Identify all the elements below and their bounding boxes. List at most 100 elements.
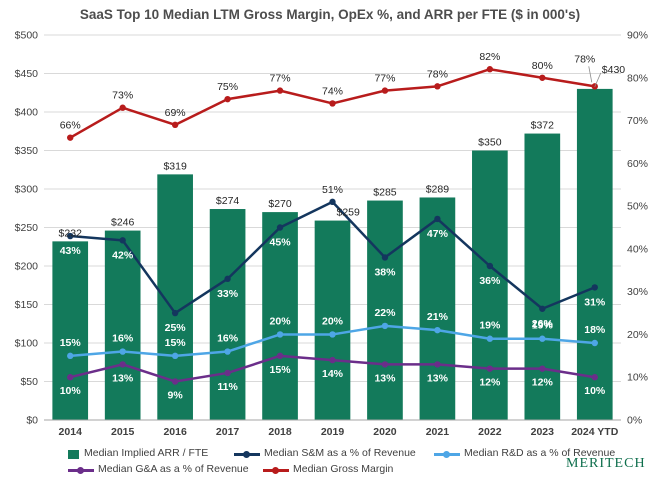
- point: [591, 284, 598, 291]
- gm-value-label: 78%: [574, 53, 595, 65]
- point: [329, 356, 336, 364]
- point: [381, 87, 389, 94]
- rd-value-label: 20%: [270, 315, 292, 327]
- ga-value-label: 13%: [374, 372, 396, 384]
- sm-value-label: 45%: [270, 237, 292, 249]
- sm-value-label: 42%: [112, 249, 134, 261]
- legend-marker-ga: [77, 467, 84, 474]
- point: [171, 352, 179, 360]
- legend-swatch-bar: [68, 450, 79, 459]
- bar-value-label: $232: [59, 227, 83, 239]
- meritech-logo: MERITECH: [566, 456, 646, 471]
- sm-value-label: 25%: [165, 322, 187, 334]
- rd-value-label: 20%: [322, 315, 344, 327]
- rd-value-label: 19%: [532, 320, 554, 332]
- point: [329, 331, 336, 338]
- ga-value-label: 9%: [168, 390, 184, 402]
- rd-value-label: 16%: [217, 333, 239, 345]
- point: [591, 339, 598, 347]
- bar: [524, 133, 561, 420]
- point: [224, 369, 231, 377]
- gm-value-label: 69%: [165, 107, 186, 119]
- legend-label-bar: Median Implied ARR / FTE: [84, 447, 209, 459]
- y-tick-label: $450: [15, 68, 39, 80]
- bar: [262, 212, 298, 420]
- bar: [472, 150, 508, 420]
- gm-value-label: 80%: [532, 60, 553, 72]
- line-series: [67, 66, 598, 385]
- y2-tick-label: 40%: [627, 243, 648, 255]
- sm-value-label: 43%: [60, 245, 82, 257]
- x-tick-label: 2021: [426, 426, 450, 438]
- ga-value-label: 12%: [479, 377, 501, 389]
- bar: [104, 230, 141, 420]
- legend-label-ga: Median G&A as a % of Revenue: [98, 463, 249, 475]
- y-tick-label: $150: [15, 299, 39, 311]
- point: [486, 66, 494, 73]
- sm-value-label: 33%: [217, 288, 239, 300]
- legend-label-gm: Median Gross Margin: [293, 463, 394, 475]
- sm-value-label: 51%: [322, 184, 343, 196]
- sm-value-label: 38%: [374, 266, 396, 278]
- x-tick-label: 2019: [321, 426, 345, 438]
- legend-label-rd: Median R&D as a % of Revenue: [464, 447, 616, 459]
- rd-value-label: 16%: [112, 333, 134, 345]
- x-tick-label: 2024 YTD: [571, 426, 619, 438]
- y2-tick-label: 50%: [627, 201, 648, 213]
- y2-tick-label: 10%: [627, 372, 648, 384]
- point: [67, 352, 74, 360]
- point: [119, 361, 126, 368]
- x-tick-label: 2022: [478, 426, 502, 438]
- y-tick-label: $0: [26, 415, 38, 427]
- ga-value-label: 10%: [60, 385, 82, 397]
- y-tick-label: $400: [15, 107, 39, 119]
- point: [381, 361, 389, 368]
- x-tick-label: 2020: [373, 426, 397, 438]
- bar: [419, 197, 456, 420]
- point: [171, 309, 179, 317]
- point: [381, 254, 389, 261]
- y-tick-label: $500: [15, 30, 39, 42]
- y2-tick-label: 80%: [627, 72, 648, 84]
- bar: [576, 88, 613, 421]
- bar-value-label: $270: [268, 198, 292, 210]
- point: [486, 262, 494, 270]
- gm-value-label: 74%: [322, 85, 343, 97]
- legend-marker-rd: [443, 451, 450, 458]
- point: [224, 275, 231, 283]
- bar: [209, 209, 246, 420]
- point: [224, 348, 231, 355]
- sm-value-label: 26%: [532, 318, 554, 330]
- point: [434, 361, 441, 368]
- y2-tick-label: 0%: [627, 415, 642, 427]
- bar-value-label: $430: [602, 64, 626, 76]
- x-tick-label: 2015: [111, 426, 135, 438]
- gm-value-label: 75%: [217, 81, 238, 93]
- point: [276, 87, 284, 94]
- y2-tick-label: 30%: [627, 286, 648, 298]
- point: [171, 378, 179, 385]
- y2-tick-label: 90%: [627, 30, 648, 42]
- data-labels: $232 $246 $319 $274 $270 $259 $285 $289 $350 $372…: [59, 51, 626, 401]
- bar-value-label: $319: [163, 160, 187, 172]
- point: [591, 374, 598, 381]
- rd-value-label: 18%: [584, 324, 606, 336]
- y-tick-label: $300: [15, 184, 39, 196]
- y2-tick-label: 60%: [627, 158, 648, 170]
- point: [119, 104, 126, 111]
- gm-value-label: 77%: [374, 73, 395, 85]
- x-tick-label: 2017: [216, 426, 240, 438]
- callout-line: [594, 72, 602, 88]
- ga-value-label: 13%: [112, 372, 134, 384]
- point: [276, 331, 284, 338]
- point: [119, 348, 126, 355]
- point: [539, 335, 546, 342]
- bar: [52, 241, 89, 420]
- point: [67, 374, 74, 381]
- x-tick-label: 2016: [163, 426, 187, 438]
- point: [67, 134, 74, 141]
- bar: [314, 220, 351, 420]
- bar: [367, 200, 403, 420]
- point: [434, 326, 441, 334]
